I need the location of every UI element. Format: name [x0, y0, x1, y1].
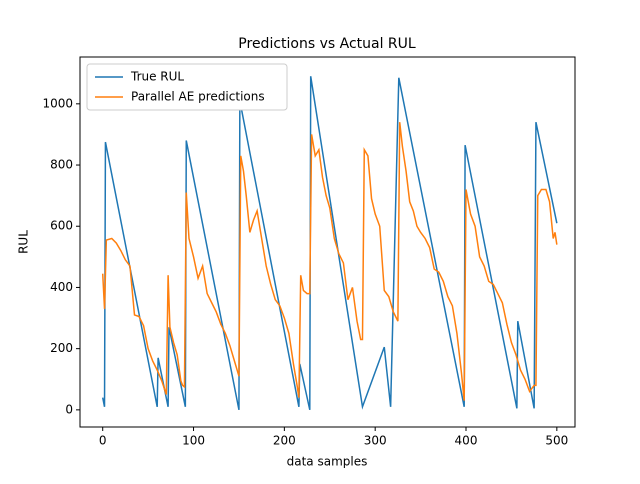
series-line [101, 122, 558, 401]
legend-label: True RUL [130, 70, 184, 84]
y-tick-label: 200 [50, 341, 73, 355]
y-tick-label: 600 [50, 219, 73, 233]
x-tick-label: 100 [182, 434, 205, 448]
y-tick-label: 1000 [42, 96, 73, 110]
x-tick-label: 400 [455, 434, 478, 448]
y-tick-label: 400 [50, 280, 73, 294]
plot-frame [79, 56, 576, 428]
legend-box [86, 63, 288, 111]
x-tick-label: 500 [545, 434, 568, 448]
legend-label: Parallel AE predictions [131, 90, 265, 104]
x-tick-label: 0 [99, 434, 107, 448]
chart-title: Predictions vs Actual RUL [238, 36, 416, 52]
y-axis-label: RUL [17, 230, 31, 254]
x-tick-label: 300 [364, 434, 387, 448]
series-line [101, 76, 558, 411]
y-tick-label: 0 [65, 402, 73, 416]
x-tick-label: 200 [273, 434, 296, 448]
x-axis-label: data samples [287, 455, 368, 469]
y-tick-label: 800 [50, 158, 73, 172]
